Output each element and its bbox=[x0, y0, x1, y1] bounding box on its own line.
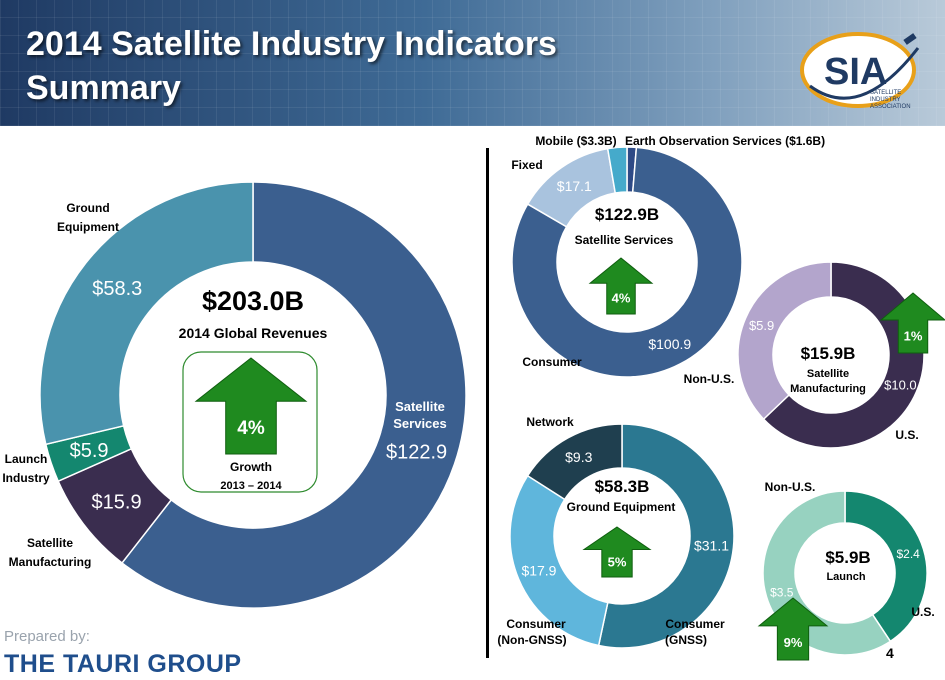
launch-slice-value-1: $3.5 bbox=[770, 585, 794, 599]
global-center-value: $203.0B bbox=[202, 286, 304, 316]
manufacturing-center-value: $15.9B bbox=[801, 344, 856, 363]
page-title-line-1: 2014 Satellite Industry Indicators bbox=[26, 25, 557, 63]
global-slice-0 bbox=[120, 181, 467, 609]
sia-logo: SIA SATELLITE INDUSTRY ASSOCIATION bbox=[800, 32, 920, 110]
satellite-icon bbox=[903, 33, 917, 45]
sia-logo-ring bbox=[800, 32, 916, 108]
label-satellite-manufacturing-1: Satellite bbox=[27, 536, 73, 550]
label-consumer-non-gnss-2: (Non-GNSS) bbox=[497, 633, 566, 647]
label-launch-industry-2: Industry bbox=[2, 471, 50, 485]
header-background-pattern bbox=[0, 0, 945, 126]
header-banner: 2014 Satellite Industry Indicators Summa… bbox=[0, 0, 945, 126]
label-fixed: Fixed bbox=[511, 158, 542, 172]
label-non-us-launch: Non-U.S. bbox=[765, 480, 816, 494]
global-slice-value-2: $5.9 bbox=[70, 440, 109, 462]
label-consumer: Consumer bbox=[522, 355, 582, 369]
global-center-label: 2014 Global Revenues bbox=[179, 325, 328, 341]
launch-slice-0 bbox=[844, 490, 928, 643]
ground-slice-2 bbox=[526, 423, 623, 501]
label-mobile: Mobile ($3.3B) bbox=[535, 134, 616, 148]
sia-logo-sub-3: ASSOCIATION bbox=[870, 104, 911, 110]
launch-growth-arrow-value: 9% bbox=[784, 635, 803, 650]
global-growth-arrow bbox=[194, 357, 308, 455]
global-slice-value-0: $122.9 bbox=[386, 441, 447, 463]
label-satellite-services-2: Services bbox=[393, 416, 447, 431]
services-slice-1 bbox=[511, 146, 743, 378]
sia-logo-sub-1: SATELLITE bbox=[870, 90, 901, 96]
ground-growth-arrow bbox=[582, 526, 652, 578]
sia-logo-text: SIA bbox=[824, 51, 887, 93]
launch-center-value: $5.9B bbox=[825, 548, 870, 567]
label-network: Network bbox=[526, 415, 574, 429]
global-growth-period: 2013 – 2014 bbox=[220, 480, 282, 492]
manufacturing-center-label-2: Manufacturing bbox=[790, 383, 866, 395]
label-satellite-services-1: Satellite bbox=[395, 399, 445, 414]
ground-slice-0 bbox=[597, 423, 735, 649]
sia-logo-orbit bbox=[809, 47, 920, 100]
ground-slice-value-1: $17.9 bbox=[521, 563, 556, 579]
sia-logo-sub-2: INDUSTRY bbox=[870, 97, 901, 103]
label-launch-industry-1: Launch bbox=[5, 452, 48, 466]
services-center-value: $122.9B bbox=[595, 205, 659, 224]
ground-growth-arrow-value: 5% bbox=[608, 555, 627, 570]
section-divider bbox=[486, 148, 489, 658]
page-number: 4 bbox=[886, 645, 894, 661]
services-center-label: Satellite Services bbox=[575, 233, 674, 247]
global-slice-3 bbox=[39, 181, 254, 446]
manufacturing-center-label-1: Satellite bbox=[807, 368, 849, 380]
ground-center-value: $58.3B bbox=[595, 477, 650, 496]
manufacturing-slice-1 bbox=[737, 261, 832, 421]
ground-slice-value-0: $31.1 bbox=[694, 537, 729, 553]
label-ground-equipment-2: Equipment bbox=[57, 220, 119, 234]
launch-slice-value-0: $2.4 bbox=[897, 547, 921, 561]
services-growth-arrow bbox=[588, 257, 654, 315]
services-slice-value-1: $100.9 bbox=[648, 336, 691, 352]
global-growth-label: Growth bbox=[230, 460, 272, 474]
label-consumer-non-gnss-1: Consumer bbox=[506, 617, 566, 631]
ground-slice-1 bbox=[509, 474, 609, 647]
page-title: 2014 Satellite Industry Indicators Summa… bbox=[26, 22, 557, 110]
ground-slice-value-2: $9.3 bbox=[565, 449, 592, 465]
manufacturing-slice-value-0: $10.0 bbox=[884, 377, 917, 392]
label-non-us-manufacturing: Non-U.S. bbox=[684, 372, 735, 386]
global-slice-value-3: $58.3 bbox=[92, 278, 142, 300]
launch-growth-arrow bbox=[757, 597, 829, 661]
global-growth-arrow-value: 4% bbox=[237, 418, 265, 439]
launch-center-label: Launch bbox=[826, 571, 865, 583]
label-us-manufacturing: U.S. bbox=[895, 428, 918, 442]
global-slice-value-1: $15.9 bbox=[92, 491, 142, 513]
label-us-launch: U.S. bbox=[911, 605, 934, 619]
services-growth-arrow-value: 4% bbox=[612, 290, 631, 305]
label-consumer-gnss-1: Consumer bbox=[665, 617, 725, 631]
label-satellite-manufacturing-2: Manufacturing bbox=[9, 555, 92, 569]
label-consumer-gnss-2: (GNSS) bbox=[665, 633, 707, 647]
manufacturing-growth-arrow bbox=[879, 292, 945, 354]
label-earth-observation: Earth Observation Services ($1.6B) bbox=[625, 134, 825, 148]
ground-center-label: Ground Equipment bbox=[567, 500, 676, 514]
manufacturing-growth-arrow-value: 1% bbox=[904, 328, 923, 343]
tauri-group-brand: THE TAURI GROUP bbox=[4, 650, 242, 678]
page-title-line-2: Summary bbox=[26, 69, 181, 107]
services-slice-value-2: $17.1 bbox=[557, 178, 592, 194]
label-ground-equipment-1: Ground bbox=[66, 201, 109, 215]
services-slice-3 bbox=[606, 146, 628, 194]
prepared-by-label: Prepared by: bbox=[4, 628, 90, 645]
manufacturing-slice-value-1: $5.9 bbox=[749, 318, 774, 333]
